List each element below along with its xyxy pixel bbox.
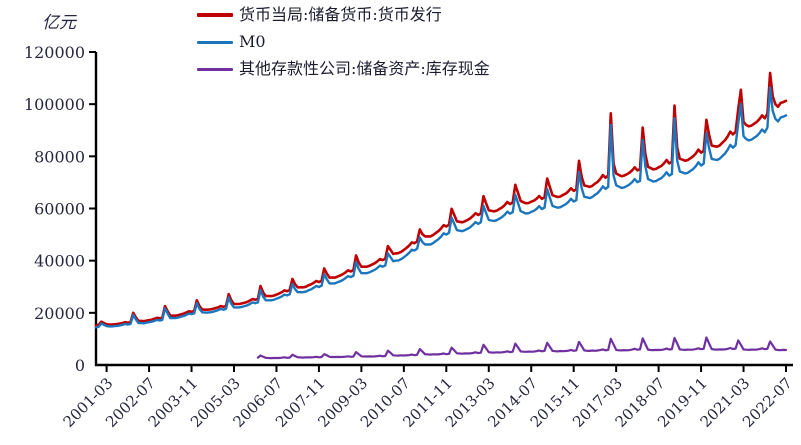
y-tick-label: 80000 [34, 147, 85, 166]
legend-label: 货币当局:储备货币:货币发行 [239, 5, 442, 24]
series-line-1 [94, 86, 788, 329]
series-line-2 [256, 336, 788, 360]
y-tick-label: 0 [75, 356, 85, 375]
legend: 货币当局:储备货币:货币发行 M0 其他存款性公司:储备资产:库存现金 [197, 6, 490, 78]
legend-item-currency-issuance: 货币当局:储备货币:货币发行 [197, 6, 490, 24]
y-tick-label: 40000 [34, 252, 85, 271]
y-tick-label: 20000 [34, 304, 85, 323]
legend-label: M0 [239, 32, 266, 51]
y-tick-label: 120000 [24, 43, 85, 62]
legend-item-vault-cash: 其他存款性公司:储备资产:库存现金 [197, 60, 490, 78]
series-line-0 [94, 71, 788, 327]
y-axis-unit-label: 亿元 [42, 13, 76, 33]
legend-label: 其他存款性公司:储备资产:库存现金 [239, 59, 490, 78]
axis-lines [94, 52, 793, 367]
y-tick-label: 60000 [34, 200, 85, 219]
legend-swatch-purple-line [197, 67, 233, 71]
y-tick-label: 100000 [24, 95, 85, 114]
legend-swatch-red-line [197, 13, 233, 17]
legend-swatch-blue-line [197, 40, 233, 44]
legend-item-m0: M0 [197, 33, 490, 51]
